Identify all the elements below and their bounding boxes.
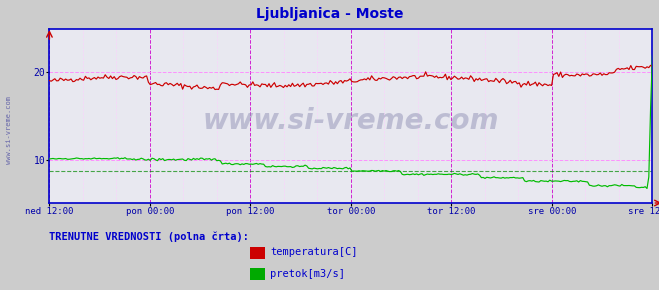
Text: www.si-vreme.com: www.si-vreme.com [5, 97, 12, 164]
Text: TRENUTNE VREDNOSTI (polna črta):: TRENUTNE VREDNOSTI (polna črta): [49, 232, 249, 242]
Text: www.si-vreme.com: www.si-vreme.com [203, 107, 499, 135]
Text: Ljubljanica - Moste: Ljubljanica - Moste [256, 7, 403, 21]
Text: temperatura[C]: temperatura[C] [270, 247, 358, 257]
Text: pretok[m3/s]: pretok[m3/s] [270, 269, 345, 279]
